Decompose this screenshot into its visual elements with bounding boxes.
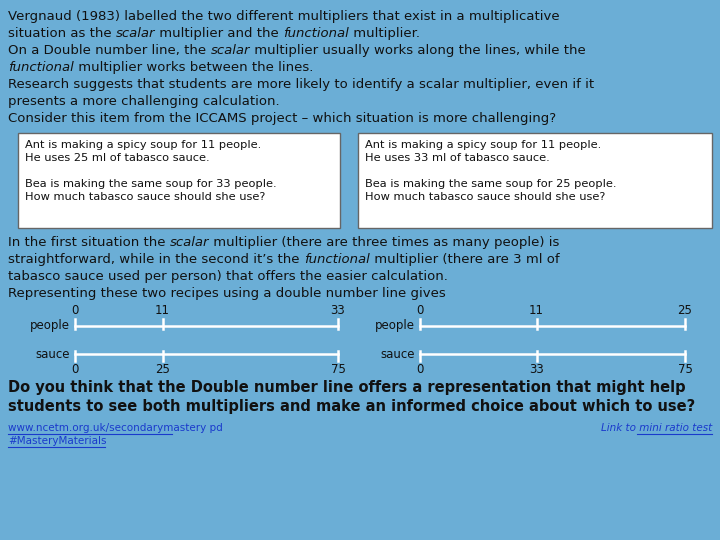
Text: Ant is making a spicy soup for 11 people.: Ant is making a spicy soup for 11 people… — [25, 140, 261, 150]
Text: Link to mini ratio test: Link to mini ratio test — [600, 423, 712, 433]
Text: Representing these two recipes using a double number line gives: Representing these two recipes using a d… — [8, 287, 446, 300]
Text: 0: 0 — [71, 304, 78, 317]
Text: Consider this item from the ICCAMS project – which situation is more challenging: Consider this item from the ICCAMS proje… — [8, 112, 556, 125]
Text: scalar: scalar — [170, 236, 210, 249]
Text: 25: 25 — [156, 363, 170, 376]
Text: Do you think that the Double number line offers a representation that might help: Do you think that the Double number line… — [8, 380, 685, 395]
Text: How much tabasco sauce should she use?: How much tabasco sauce should she use? — [365, 192, 606, 202]
Text: Ant is making a spicy soup for 11 people.: Ant is making a spicy soup for 11 people… — [365, 140, 601, 150]
Text: multiplier usually works along the lines, while the: multiplier usually works along the lines… — [250, 44, 585, 57]
Text: In the first situation the: In the first situation the — [8, 236, 170, 249]
Text: Research suggests that students are more likely to identify a scalar multiplier,: Research suggests that students are more… — [8, 78, 594, 91]
Text: #MasteryMaterials: #MasteryMaterials — [8, 436, 107, 446]
Text: He uses 25 ml of tabasco sauce.: He uses 25 ml of tabasco sauce. — [25, 153, 210, 163]
Text: How much tabasco sauce should she use?: How much tabasco sauce should she use? — [25, 192, 266, 202]
Text: On a Double number line, the: On a Double number line, the — [8, 44, 210, 57]
Text: 33: 33 — [529, 363, 544, 376]
Text: multiplier.: multiplier. — [349, 27, 420, 40]
Text: multiplier and the: multiplier and the — [156, 27, 284, 40]
Text: scalar: scalar — [116, 27, 156, 40]
Text: sauce: sauce — [35, 348, 70, 361]
Text: 0: 0 — [416, 363, 423, 376]
Text: multiplier (there are 3 ml of: multiplier (there are 3 ml of — [369, 253, 559, 266]
Text: sauce: sauce — [380, 348, 415, 361]
Text: situation as the: situation as the — [8, 27, 116, 40]
FancyBboxPatch shape — [358, 133, 712, 228]
Text: multiplier (there are three times as many people) is: multiplier (there are three times as man… — [210, 236, 559, 249]
Text: functional: functional — [284, 27, 349, 40]
Text: people: people — [375, 320, 415, 333]
Text: Bea is making the same soup for 33 people.: Bea is making the same soup for 33 peopl… — [25, 179, 276, 189]
Text: functional: functional — [8, 61, 73, 74]
Text: people: people — [30, 320, 70, 333]
Text: Vergnaud (1983) labelled the two different multipliers that exist in a multiplic: Vergnaud (1983) labelled the two differe… — [8, 10, 559, 23]
Text: scalar: scalar — [210, 44, 250, 57]
Text: 11: 11 — [156, 304, 170, 317]
FancyBboxPatch shape — [18, 133, 340, 228]
Text: 0: 0 — [416, 304, 423, 317]
Text: 75: 75 — [678, 363, 693, 376]
Text: 11: 11 — [529, 304, 544, 317]
Text: tabasco sauce used per person) that offers the easier calculation.: tabasco sauce used per person) that offe… — [8, 270, 448, 283]
Text: multiplier works between the lines.: multiplier works between the lines. — [73, 61, 313, 74]
Text: www.ncetm.org.uk/secondarymastery pd: www.ncetm.org.uk/secondarymastery pd — [8, 423, 222, 433]
Text: 33: 33 — [330, 304, 346, 317]
Text: straightforward, while in the second it’s the: straightforward, while in the second it’… — [8, 253, 304, 266]
Text: 25: 25 — [678, 304, 693, 317]
Text: 0: 0 — [71, 363, 78, 376]
Text: 75: 75 — [330, 363, 346, 376]
Text: presents a more challenging calculation.: presents a more challenging calculation. — [8, 95, 279, 108]
Text: students to see both multipliers and make an informed choice about which to use?: students to see both multipliers and mak… — [8, 399, 696, 414]
Text: Bea is making the same soup for 25 people.: Bea is making the same soup for 25 peopl… — [365, 179, 616, 189]
Text: functional: functional — [304, 253, 369, 266]
Text: He uses 33 ml of tabasco sauce.: He uses 33 ml of tabasco sauce. — [365, 153, 550, 163]
